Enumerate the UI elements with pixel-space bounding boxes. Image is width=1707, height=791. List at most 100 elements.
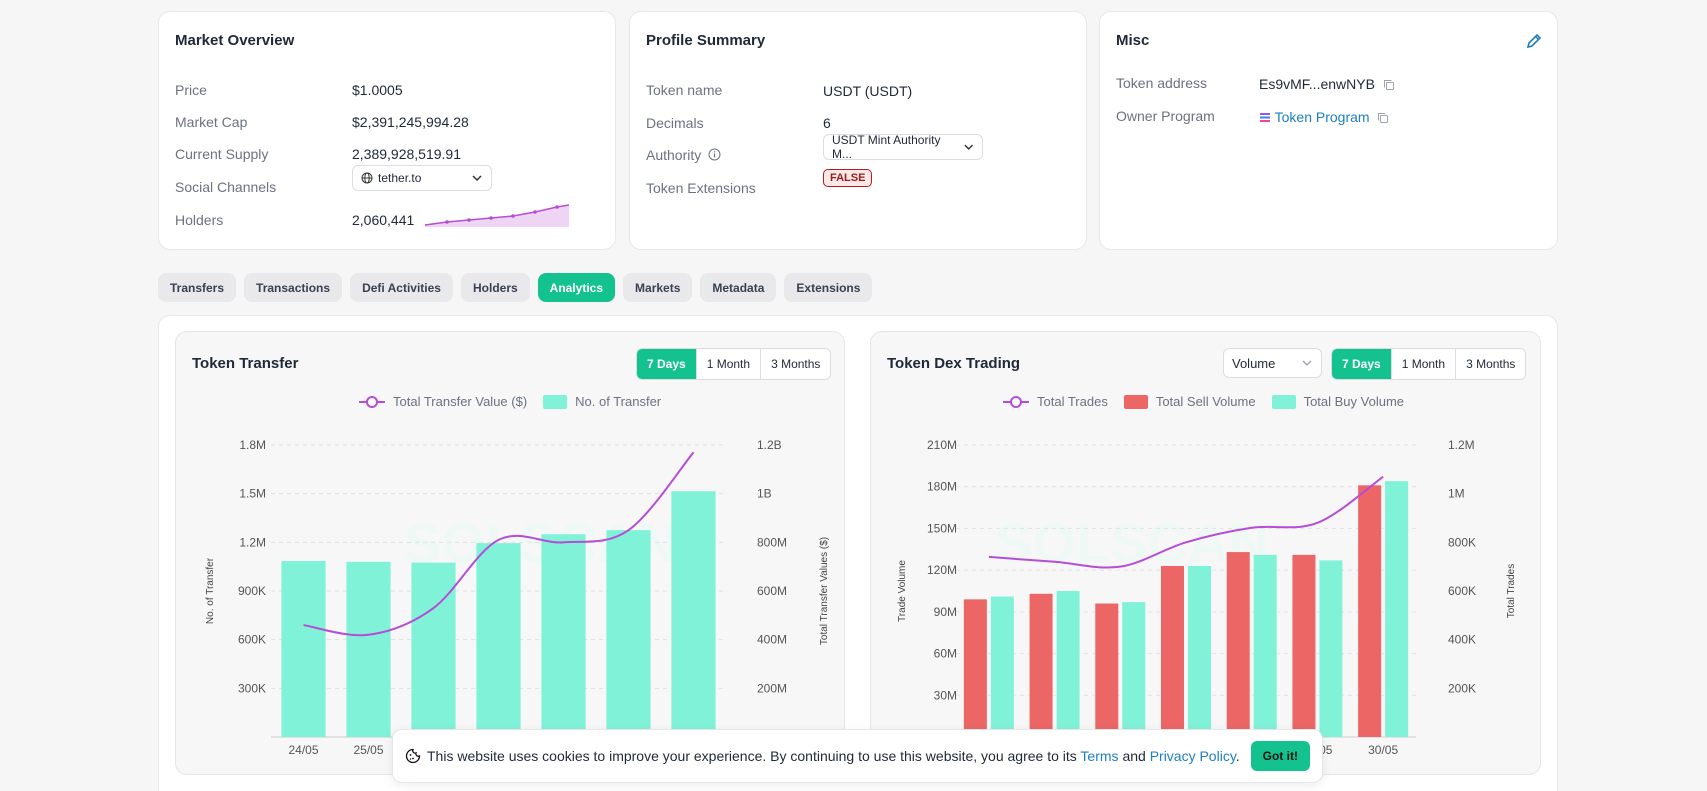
line-series-total-transfer-value- [303,451,695,637]
y-tick-label-left: 210M [927,438,957,452]
info-icon[interactable] [708,148,721,161]
buy-bar-30-05 [1385,481,1409,737]
dex-trading-panel: Token Dex Trading Volume 7 Days 1 Month … [870,331,1541,775]
dex-range-1-month[interactable]: 1 Month [1390,349,1455,379]
market-overview-card: Market Overview Price $1.0005 Market Cap… [158,11,616,250]
market-overview-title: Market Overview [175,32,295,49]
social-channels-select[interactable]: tether.to [352,165,492,191]
copy-icon[interactable] [1377,112,1389,124]
dex-metric-select[interactable]: Volume [1223,348,1322,378]
y-tick-label-right: 1.2M [1448,438,1475,452]
legend-buy-swatch [1271,394,1296,409]
buy-bar-28-05 [1253,554,1277,737]
token-name-value: USDT (USDT) [823,83,913,99]
x-tick-label: 30/05 [1368,743,1398,757]
legend-total-buy-volume[interactable]: Total Buy Volume [1303,394,1405,409]
tab-markets[interactable]: Markets [623,273,693,302]
y-tick-label-left: 1.8M [239,438,266,452]
decimals-value: 6 [823,115,831,131]
legend-sell-swatch [1123,394,1148,409]
dex-range-3-months[interactable]: 3 Months [1455,349,1525,379]
x-tick-label: 24/05 [288,743,318,757]
authority-label-text: Authority [646,147,702,163]
authority-label: Authority [646,147,721,163]
price-label: Price [175,82,207,98]
y-tick-label-right: 600M [757,584,787,598]
sell-bar-25-05 [1029,593,1053,737]
social-channels-label: Social Channels [175,179,277,195]
y-tick-label-right: 800K [1448,535,1476,549]
token-name-label: Token name [646,82,723,98]
tab-extensions[interactable]: Extensions [784,273,873,302]
legend-no-of-transfer[interactable]: No. of Transfer [575,394,662,409]
legend-total-trades[interactable]: Total Trades [1037,394,1108,409]
globe-icon [361,172,373,184]
owner-program-label: Owner Program [1116,108,1215,124]
current-supply-value: 2,389,928,519.91 [352,146,461,162]
social-channel-value: tether.to [378,171,422,185]
transfer-range-3-months[interactable]: 3 Months [760,349,830,379]
token-address-value[interactable]: Es9vMF...enwNYB [1259,76,1375,92]
tab-transactions[interactable]: Transactions [244,273,343,302]
decimals-label: Decimals [646,115,704,131]
tab-metadata[interactable]: Metadata [700,273,777,302]
y-tick-label-right: 1.2B [757,438,782,452]
bar-24-05 [281,560,326,737]
copy-icon[interactable] [1383,79,1395,91]
dex-range-group: 7 Days 1 Month 3 Months [1331,348,1527,380]
holders-label: Holders [175,212,224,228]
buy-bar-26-05 [1122,602,1146,737]
tab-defi-activities[interactable]: Defi Activities [350,273,453,302]
market-cap-value: $2,391,245,994.28 [352,114,469,130]
bar-27-05 [476,543,521,737]
y-tick-label-left: 1.5M [239,487,266,501]
sell-bar-29-05 [1292,554,1316,737]
tab-analytics[interactable]: Analytics [537,273,616,302]
profile-summary-card: Profile Summary Token name USDT (USDT) D… [629,11,1087,250]
token-address-row: Es9vMF...enwNYB [1259,76,1395,92]
sell-bar-24-05 [963,599,987,737]
y-tick-label-left: 90M [934,605,957,619]
y-tick-label-right: 1B [757,487,772,501]
market-cap-label: Market Cap [175,114,248,130]
privacy-policy-link[interactable]: Privacy Policy [1149,748,1236,764]
legend-total-sell-volume[interactable]: Total Sell Volume [1155,394,1256,409]
got-it-button[interactable]: Got it! [1250,741,1310,771]
tab-holders[interactable]: Holders [460,273,530,302]
holders-sparkline [424,204,569,227]
terms-link[interactable]: Terms [1080,748,1119,764]
token-extensions-label: Token Extensions [646,180,756,196]
owner-program-row: Token Program [1259,109,1389,125]
legend-line-swatch [359,395,385,408]
token-tabs: Transfers Transactions Defi Activities H… [158,273,873,302]
y-tick-label-right: 600K [1448,584,1476,598]
bar-28-05 [541,534,586,737]
dex-range-7-days[interactable]: 7 Days [1332,349,1391,379]
sell-bar-30-05 [1358,485,1382,737]
legend-total-transfer-value[interactable]: Total Transfer Value ($) [393,394,528,409]
sell-bar-27-05 [1161,565,1184,737]
analytics-container: Token Transfer 7 Days 1 Month 3 Months T… [158,315,1558,791]
dex-trading-title: Token Dex Trading [887,355,1021,372]
price-value: $1.0005 [352,82,403,98]
bar-25-05 [346,561,391,737]
bar-30-05 [671,491,716,737]
solana-icon [1260,113,1270,122]
holders-value: 2,060,441 [352,212,415,228]
authority-select[interactable]: USDT Mint Authority M... [823,133,983,161]
y-axis-title-left: No. of Transfer [205,557,216,624]
owner-program-link[interactable]: Token Program [1274,109,1370,125]
y-tick-label-left: 30M [934,688,957,702]
y-tick-label-right: 400M [757,633,787,647]
buy-bar-29-05 [1319,560,1343,737]
y-axis-title-right: Total Trades [1506,564,1517,618]
authority-value: USDT Mint Authority M... [832,133,941,161]
tab-transfers[interactable]: Transfers [158,273,237,302]
chevron-down-icon [472,175,482,182]
cookie-banner: This website uses cookies to improve you… [392,729,1323,783]
y-tick-label-left: 150M [927,521,957,535]
cookie-period: . [1235,748,1240,764]
transfer-range-7-days[interactable]: 7 Days [637,349,696,379]
edit-icon[interactable] [1525,32,1543,50]
transfer-range-1-month[interactable]: 1 Month [695,349,760,379]
